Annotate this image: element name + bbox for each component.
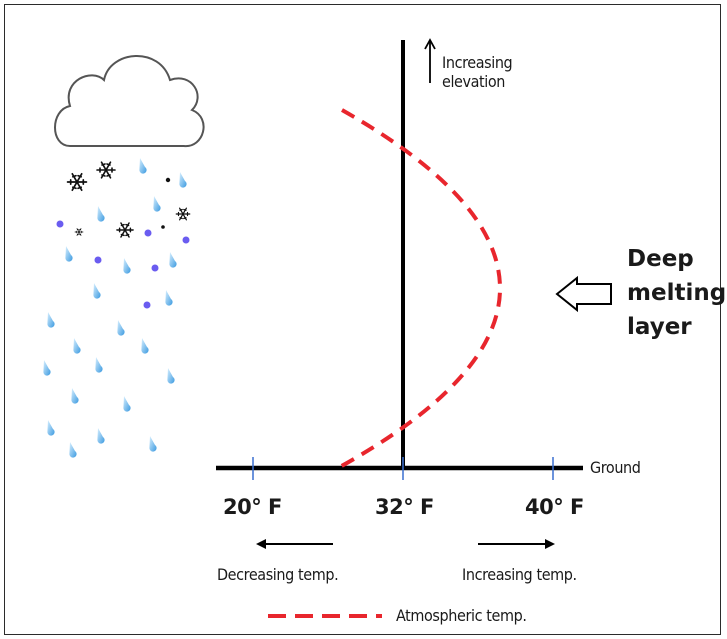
atmospheric-temp-curve	[337, 108, 502, 470]
deep-melting-layer-line2: melting	[627, 280, 727, 306]
deep-melting-layer-line3: layer	[627, 314, 692, 340]
diagram-frame	[4, 4, 721, 635]
increasing-temp-label: Increasing temp.	[462, 565, 577, 584]
increasing-elevation-line2: elevation	[442, 72, 506, 91]
deep-melting-layer-line1: Deep	[627, 246, 694, 272]
legend-atmospheric-temp-label: Atmospheric temp.	[396, 606, 527, 625]
sleet-pellet-icon	[56, 220, 190, 309]
tick-label-40f: 40° F	[525, 495, 584, 519]
increasing-elevation-label: Increasing elevation	[442, 53, 513, 91]
increasing-elevation-line1: Increasing	[442, 53, 513, 72]
decreasing-temp-label: Decreasing temp.	[217, 565, 339, 584]
hollow-arrow-icon	[555, 275, 612, 313]
snowflake-icon	[66, 161, 191, 238]
snow-dot	[165, 177, 171, 183]
elevation-arrow	[424, 38, 436, 83]
increasing-temp-arrow	[478, 539, 555, 549]
deep-melting-layer-label: Deep melting layer	[627, 242, 726, 344]
snow-dot	[161, 225, 165, 229]
axis-ticks	[252, 457, 554, 480]
cloud-icon	[54, 55, 205, 148]
ground-label: Ground	[590, 458, 641, 477]
tick-label-20f: 20° F	[223, 495, 282, 519]
raindrop-icon	[43, 158, 187, 458]
tick-label-32f: 32° F	[375, 495, 434, 519]
decreasing-temp-arrow	[256, 539, 333, 549]
